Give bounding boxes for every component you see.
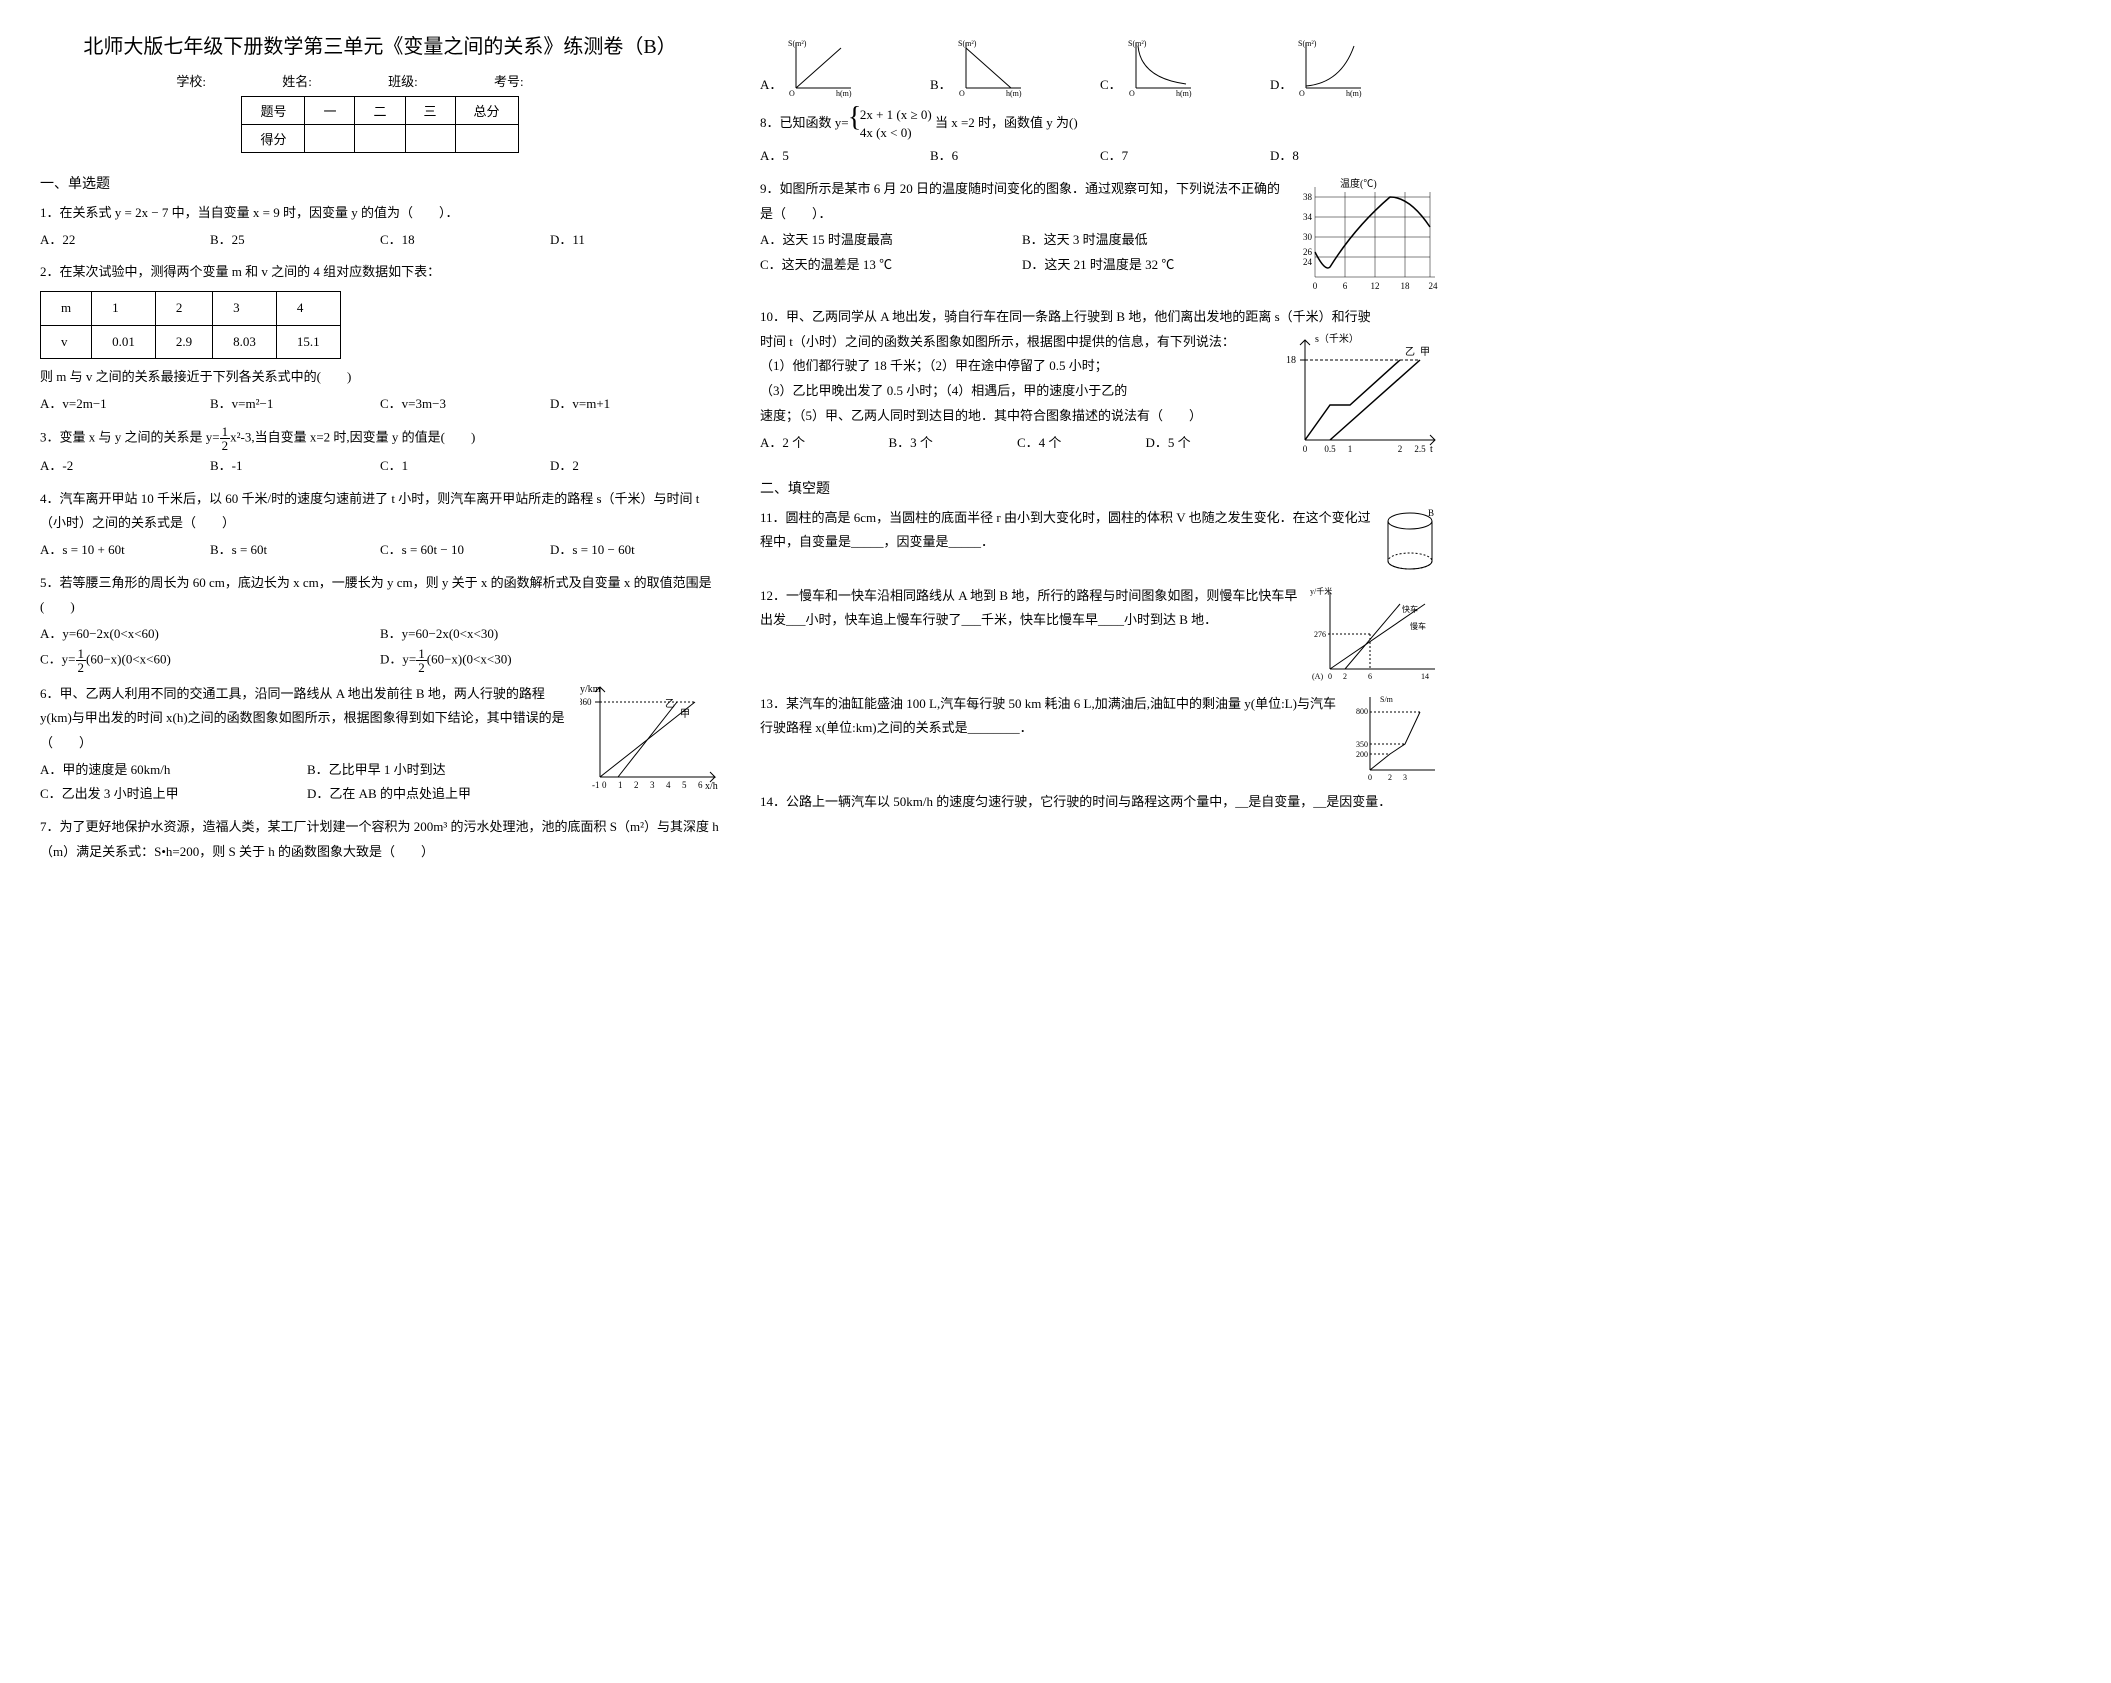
section-2-head: 二、填空题 (760, 478, 1440, 498)
svg-text:快车: 快车 (1402, 604, 1418, 614)
q1: 1．在关系式 y = 2x − 7 中，当自变量 x = 9 时，因变量 y 的… (40, 201, 720, 252)
svg-text:温度(℃): 温度(℃) (1340, 177, 1377, 190)
q7-stem: 7．为了更好地保护水资源，造福人类，某工厂计划建一个容积为 200m³ 的污水处… (40, 815, 720, 864)
svg-text:O: O (789, 89, 795, 98)
svg-text:h(m): h(m) (1176, 89, 1192, 98)
svg-text:2: 2 (1343, 672, 1347, 681)
svg-text:24: 24 (1303, 257, 1313, 267)
svg-text:S/m: S/m (1380, 695, 1394, 704)
svg-text:6: 6 (1368, 672, 1372, 681)
svg-text:h(m): h(m) (1346, 89, 1362, 98)
svg-text:3: 3 (1403, 773, 1407, 782)
q7-opts: A． S(m²)h(m)O B． S(m²)h(m)O C． S(m²)h(m)… (760, 38, 1440, 98)
svg-text:2: 2 (634, 780, 639, 790)
svg-text:2.5: 2.5 (1414, 444, 1426, 454)
svg-text:y/千米: y/千米 (1310, 586, 1332, 596)
svg-text:26: 26 (1303, 247, 1313, 257)
svg-text:慢车: 慢车 (1410, 621, 1426, 631)
q13: S/m 800 350 200 0 2 3 (760, 692, 1440, 782)
svg-text:200: 200 (1356, 750, 1368, 759)
svg-text:y/km: y/km (580, 684, 601, 695)
svg-text:0: 0 (1313, 281, 1318, 291)
svg-text:S(m²): S(m²) (1128, 39, 1147, 48)
svg-text:1: 1 (618, 780, 623, 790)
svg-text:0: 0 (1328, 672, 1332, 681)
svg-text:O: O (1299, 89, 1305, 98)
svg-text:0: 0 (1368, 773, 1372, 782)
svg-text:甲: 甲 (680, 709, 690, 720)
svg-text:0: 0 (602, 780, 607, 790)
q4: 4．汽车离开甲站 10 千米后，以 60 千米/时的速度匀速前进了 t 小时，则… (40, 487, 720, 563)
svg-text:乙: 乙 (665, 698, 675, 710)
svg-text:24: 24 (1429, 281, 1439, 291)
score-table: 题号一 二三总分 得分 (241, 96, 518, 153)
q14: 14．公路上一辆汽车以 50km/h 的速度匀速行驶，它行驶的时间与路程这两个量… (760, 790, 1440, 815)
svg-text:4: 4 (666, 780, 671, 790)
q7-chart-c: S(m²) h(m) O (1126, 38, 1196, 98)
q5: 5．若等腰三角形的周长为 60 cm，底边长为 x cm，一腰长为 y cm，则… (40, 571, 720, 674)
q8: 8．已知函数 y= 2x + 1 (x ≥ 0)4x (x < 0) 当 x =… (760, 106, 1440, 169)
q11-figure: B (1380, 506, 1440, 576)
svg-text:3: 3 (650, 780, 655, 790)
svg-text:14: 14 (1421, 672, 1429, 681)
svg-text:350: 350 (1356, 740, 1368, 749)
q7-chart-a: S(m²) h(m) O (786, 38, 856, 98)
svg-text:1: 1 (1348, 444, 1353, 454)
q7-chart-d: S(m²) h(m) O (1296, 38, 1366, 98)
svg-text:h(m): h(m) (1006, 89, 1022, 98)
q9: 温度(℃) 3834 3026 24 06 1218 24 9．如图所示是某市 … (760, 177, 1440, 297)
svg-text:800: 800 (1356, 707, 1368, 716)
svg-text:x/h: x/h (705, 781, 718, 792)
svg-text:S(m²): S(m²) (958, 39, 977, 48)
svg-text:O: O (959, 89, 965, 98)
q2-table: m1234 v0.012.98.0315.1 (40, 291, 341, 359)
svg-text:S(m²): S(m²) (1298, 39, 1317, 48)
svg-text:0.5: 0.5 (1324, 444, 1336, 454)
svg-text:2: 2 (1398, 444, 1403, 454)
svg-text:0: 0 (1303, 444, 1308, 454)
q10: 10．甲、乙两同学从 A 地出发，骑自行车在同一条路上行驶到 B 地，他们离出发… (760, 305, 1440, 460)
svg-text:2: 2 (1388, 773, 1392, 782)
svg-text:s（千米）: s（千米） (1315, 332, 1359, 345)
svg-text:O: O (1129, 89, 1135, 98)
q12: y/千米 276 快车 慢车 02 614 (A) 12．一慢车和一快车沿相同路… (760, 584, 1440, 684)
svg-text:(A): (A) (1312, 672, 1323, 681)
svg-text:12: 12 (1371, 281, 1380, 291)
svg-text:t: t (1430, 444, 1433, 455)
svg-text:360: 360 (580, 697, 592, 707)
info-line: 学校: 姓名: 班级: 考号: (40, 71, 720, 90)
svg-text:30: 30 (1303, 232, 1313, 242)
svg-text:18: 18 (1401, 281, 1411, 291)
q3: 3．变量 x 与 y 之间的关系是 y=12x²-3,当自变量 x=2 时,因变… (40, 425, 720, 479)
q2: 2．在某次试验中，测得两个变量 m 和 v 之间的 4 组对应数据如下表： m1… (40, 260, 720, 416)
svg-text:34: 34 (1303, 212, 1313, 222)
q7-chart-b: S(m²) h(m) O (956, 38, 1026, 98)
svg-text:276: 276 (1314, 630, 1326, 639)
svg-text:S(m²): S(m²) (788, 39, 807, 48)
page-title: 北师大版七年级下册数学第三单元《变量之间的关系》练测卷（B） (40, 30, 720, 59)
q11: B 11．圆柱的高是 6cm，当圆柱的底面半径 r 由小到大变化时，圆柱的体积 … (760, 506, 1440, 576)
svg-text:甲: 甲 (1420, 347, 1430, 358)
q13-chart: S/m 800 350 200 0 2 3 (1350, 692, 1440, 782)
svg-text:h(m): h(m) (836, 89, 852, 98)
svg-text:B: B (1428, 508, 1434, 518)
svg-text:6: 6 (1343, 281, 1348, 291)
svg-text:38: 38 (1303, 192, 1313, 202)
q6: y/km x/h 360 甲 乙 -10 1 2 3 4 5 6 (40, 682, 720, 807)
q9-chart: 温度(℃) 38 34 30 26 24 0 6 12 18 24 (1290, 177, 1440, 297)
q12-chart: y/千米 276 快车 慢车 0 2 6 14 (A) (1310, 584, 1440, 684)
svg-text:乙: 乙 (1405, 346, 1415, 358)
q6-chart: y/km x/h 360 甲 乙 -10 1 2 3 4 5 6 (580, 682, 720, 792)
section-1-head: 一、单选题 (40, 173, 720, 193)
svg-text:-1: -1 (592, 780, 600, 790)
svg-text:5: 5 (682, 780, 687, 790)
q10-chart: s（千米） 18 乙 甲 0 0.5 1 2 2.5 t (1280, 330, 1440, 460)
svg-text:18: 18 (1286, 355, 1296, 366)
svg-text:6: 6 (698, 780, 703, 790)
